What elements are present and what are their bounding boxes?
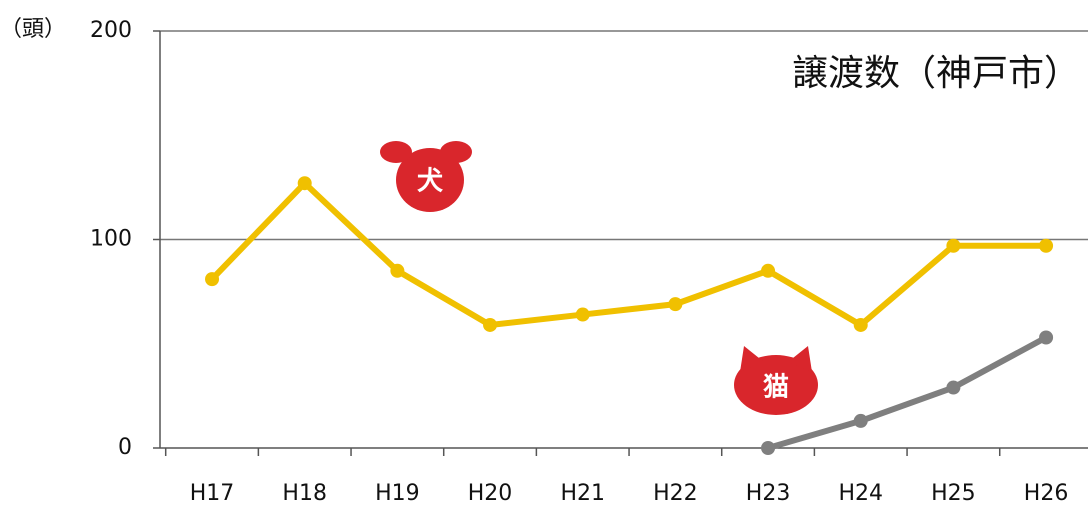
series-line <box>209 180 1047 328</box>
dog-icon: 犬 <box>380 141 472 212</box>
cat-icon: 猫 <box>734 346 818 415</box>
x-tick-label: H18 <box>282 481 327 506</box>
x-tick-label: H22 <box>653 481 698 506</box>
point <box>575 307 590 322</box>
legend-label: 犬 <box>417 167 444 197</box>
point <box>946 380 961 395</box>
point <box>1039 330 1054 345</box>
x-tick-label: H24 <box>838 481 883 506</box>
x-tick-label: H23 <box>746 481 791 506</box>
point <box>761 441 776 455</box>
point <box>483 317 498 332</box>
x-tick-label: H25 <box>931 481 976 506</box>
y-tick-label: 200 <box>90 18 132 43</box>
y-tick-label: 0 <box>118 435 132 460</box>
x-tick-label: H26 <box>1024 481 1069 506</box>
point <box>390 263 405 278</box>
point <box>1039 238 1054 253</box>
plot: 0 100 200 H17 H18 H19 H20 H21 H22 H23 H24 H25 H26 <box>90 18 1088 506</box>
x-tick-label: H21 <box>560 481 605 506</box>
x-tick-label: H17 <box>190 481 235 506</box>
point <box>761 263 776 278</box>
point <box>297 176 312 191</box>
chart-title: 譲渡数（神戸市） <box>792 53 1080 94</box>
x-tick-label: H19 <box>375 481 420 506</box>
point <box>853 413 868 428</box>
x-tick-label: H20 <box>468 481 513 506</box>
point <box>946 238 961 253</box>
legend-label: 猫 <box>763 373 789 403</box>
point <box>668 297 683 312</box>
point <box>853 317 868 332</box>
y-axis-label: （頭） <box>0 17 66 42</box>
point <box>205 272 220 287</box>
series-line <box>767 334 1048 451</box>
y-tick-label: 100 <box>90 227 132 252</box>
